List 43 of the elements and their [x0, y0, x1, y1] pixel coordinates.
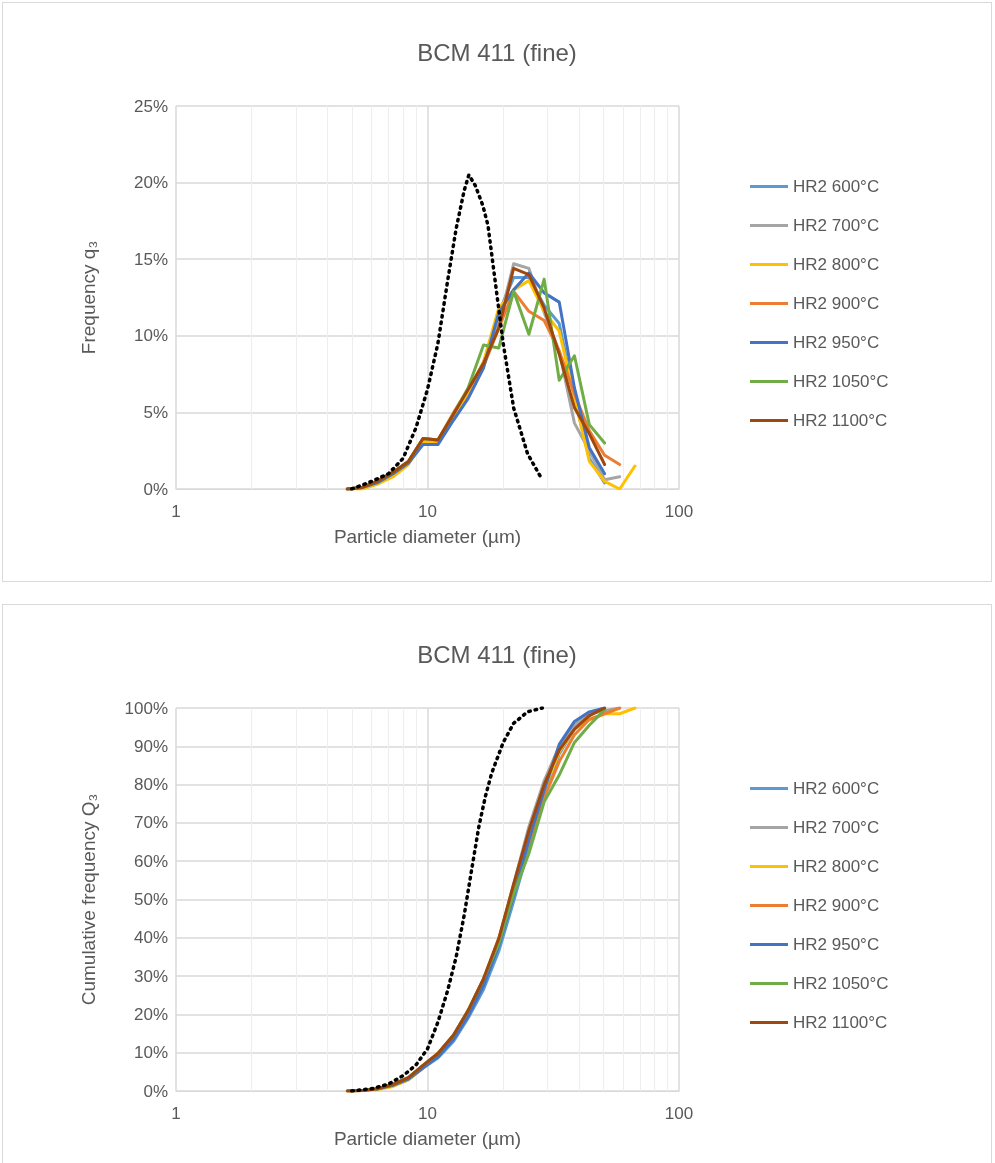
y-tick-label: 100% — [124, 698, 168, 718]
x-tick-label: 1 — [171, 1104, 181, 1123]
legend-label: HR2 1050°C — [793, 372, 889, 391]
legend-label: HR2 800°C — [793, 857, 880, 876]
y-tick-label: 90% — [133, 736, 168, 756]
y-tick-label: 20% — [133, 173, 168, 193]
y-tick-label: 20% — [133, 1004, 168, 1024]
x-tick-label: 1 — [171, 502, 181, 521]
x-axis-title: Particle diameter (µm) — [333, 526, 522, 547]
legend-label: HR2 1100°C — [793, 411, 888, 430]
y-tick-label: 50% — [133, 890, 168, 909]
legend-label: HR2 600°C — [793, 177, 880, 196]
y-tick-label: 0% — [143, 479, 168, 499]
x-tick-label: 10 — [418, 1104, 437, 1123]
x-tick-label: 100 — [664, 502, 694, 521]
legend-label: HR2 700°C — [793, 216, 880, 235]
y-tick-label: 70% — [133, 813, 168, 833]
legend-label: HR2 800°C — [793, 255, 880, 274]
chart-title: BCM 411 (fine) — [417, 640, 577, 668]
legend-label: HR2 900°C — [793, 896, 880, 915]
legend-label: HR2 900°C — [793, 294, 880, 313]
y-axis-title: Frequency q₃ — [78, 240, 99, 355]
y-tick-label: 15% — [133, 249, 168, 269]
legend-label: HR2 600°C — [793, 779, 880, 798]
y-tick-label: 10% — [133, 1043, 168, 1063]
legend-label: HR2 950°C — [793, 333, 880, 352]
legend-label: HR2 1100°C — [793, 1013, 888, 1032]
y-tick-label: 40% — [133, 928, 168, 948]
y-tick-label: 80% — [133, 775, 168, 795]
legend-label: HR2 1050°C — [793, 974, 889, 993]
legend-label: HR2 950°C — [793, 935, 880, 954]
y-tick-label: 0% — [143, 1081, 168, 1101]
y-tick-label: 30% — [133, 966, 168, 986]
y-tick-label: 10% — [133, 326, 168, 346]
x-tick-label: 100 — [664, 1104, 694, 1123]
chart-title: BCM 411 (fine) — [417, 38, 577, 66]
y-axis-title: Cumulative frequency Q₃ — [78, 793, 99, 1006]
y-tick-label: 5% — [143, 402, 168, 422]
y-tick-label: 25% — [133, 96, 168, 116]
x-tick-label: 10 — [418, 502, 437, 521]
x-axis-title: Particle diameter (µm) — [333, 1128, 522, 1149]
legend-label: HR2 700°C — [793, 818, 880, 837]
y-tick-label: 60% — [133, 851, 168, 871]
